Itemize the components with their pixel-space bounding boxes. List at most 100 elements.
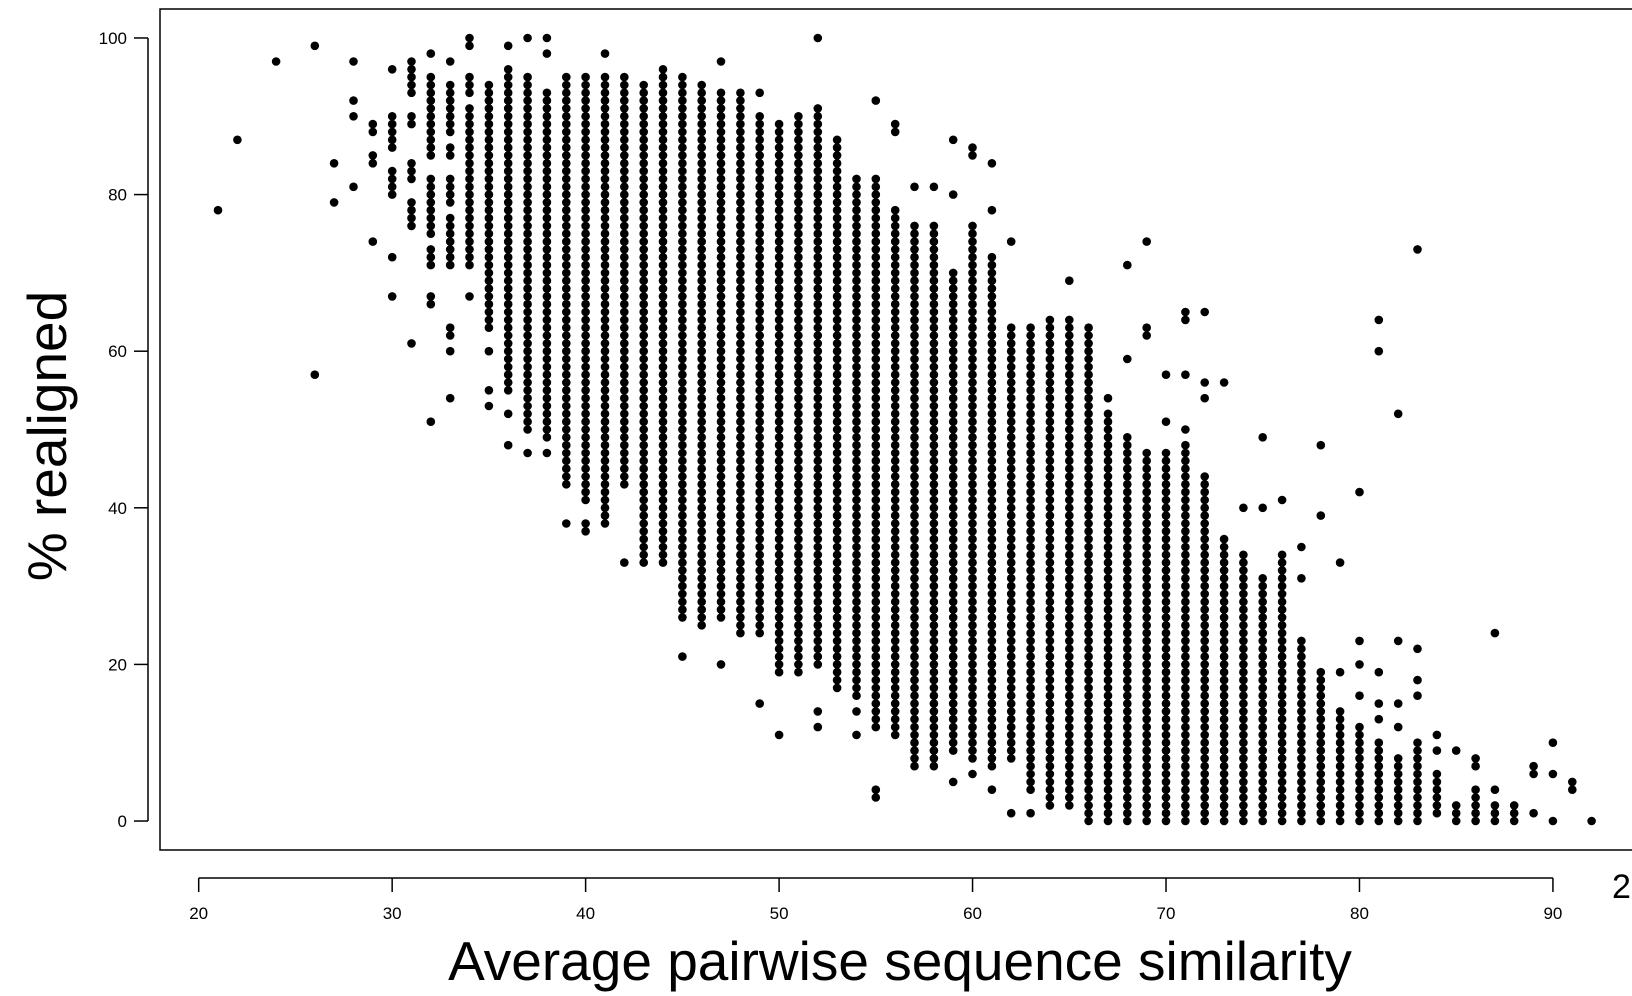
data-point: [1316, 511, 1326, 520]
data-point: [639, 558, 648, 567]
data-point: [1181, 793, 1190, 802]
data-point: [1200, 660, 1209, 669]
data-point: [1045, 386, 1055, 395]
data-point: [1393, 816, 1403, 826]
data-point: [620, 96, 629, 105]
data-point: [736, 628, 745, 638]
data-point: [832, 268, 842, 278]
data-point: [1316, 754, 1326, 763]
data-point: [678, 378, 687, 387]
data-point: [794, 636, 803, 646]
data-point: [929, 761, 939, 771]
data-point: [445, 96, 455, 105]
data-point: [1084, 785, 1093, 794]
data-point: [813, 581, 823, 591]
data-point: [1123, 448, 1132, 458]
data-point: [697, 370, 706, 380]
data-point: [445, 119, 455, 129]
data-point: [1219, 683, 1229, 693]
data-point: [581, 401, 590, 411]
data-point: [639, 80, 648, 90]
data-point: [1200, 667, 1209, 677]
data-point: [581, 487, 590, 497]
data-point: [852, 354, 861, 364]
data-point: [1181, 370, 1190, 380]
data-point: [968, 667, 977, 677]
data-point: [1219, 644, 1229, 654]
data-point: [542, 339, 552, 348]
data-point: [794, 268, 803, 278]
data-point: [1142, 628, 1151, 638]
data-point: [813, 401, 823, 411]
data-point: [1335, 808, 1345, 818]
data-point: [1374, 769, 1384, 779]
data-point: [910, 730, 919, 740]
data-point: [1045, 636, 1055, 646]
data-point: [910, 299, 919, 309]
data-point: [774, 417, 784, 427]
data-point: [1006, 495, 1016, 505]
data-point: [581, 127, 590, 137]
data-point: [1103, 613, 1113, 622]
data-point: [813, 190, 823, 199]
data-point: [871, 229, 881, 238]
data-point: [581, 472, 590, 481]
data-point: [1084, 346, 1093, 356]
data-point: [774, 276, 784, 286]
data-point: [1200, 738, 1209, 747]
data-point: [1123, 464, 1132, 474]
data-point: [755, 354, 764, 364]
data-point: [1297, 722, 1306, 732]
y-axis-title: % realigned: [16, 291, 78, 581]
data-point: [1006, 425, 1016, 434]
data-point: [1432, 746, 1442, 755]
data-point: [1045, 746, 1055, 755]
data-point: [639, 119, 648, 129]
data-point: [1084, 605, 1093, 614]
data-point: [1123, 636, 1132, 646]
data-point: [1084, 660, 1093, 669]
data-point: [1006, 480, 1016, 489]
data-point: [987, 574, 997, 583]
data-point: [1297, 644, 1306, 654]
data-point: [774, 252, 784, 262]
data-point: [678, 229, 687, 238]
data-point: [716, 182, 726, 192]
data-point: [1123, 644, 1132, 654]
data-point: [1045, 793, 1055, 802]
data-point: [755, 237, 764, 246]
data-point: [987, 464, 997, 474]
data-point: [658, 386, 668, 395]
data-point: [639, 401, 648, 411]
data-point: [1258, 785, 1267, 794]
data-point: [620, 221, 629, 231]
data-point: [832, 229, 842, 238]
data-point: [987, 628, 997, 638]
data-point: [639, 550, 648, 560]
data-point: [852, 299, 861, 309]
data-point: [484, 307, 494, 317]
data-point: [968, 346, 977, 356]
data-point: [1316, 761, 1326, 771]
data-point: [1084, 542, 1093, 552]
data-point: [929, 534, 939, 544]
data-point: [716, 292, 726, 301]
data-point: [871, 448, 881, 458]
data-point: [832, 487, 842, 497]
data-point: [1123, 605, 1132, 614]
data-point: [794, 511, 803, 520]
data-point: [813, 362, 823, 372]
data-point: [1065, 636, 1074, 646]
data-point: [852, 268, 861, 278]
data-point: [523, 166, 532, 176]
data-point: [600, 205, 610, 215]
data-point: [948, 409, 958, 419]
data-point: [852, 370, 861, 380]
data-point: [658, 127, 668, 137]
data-point: [1355, 793, 1364, 802]
data-point: [755, 425, 764, 434]
data-point: [658, 245, 668, 254]
data-point: [755, 362, 764, 372]
data-point: [1026, 480, 1035, 489]
data-point: [639, 315, 648, 325]
